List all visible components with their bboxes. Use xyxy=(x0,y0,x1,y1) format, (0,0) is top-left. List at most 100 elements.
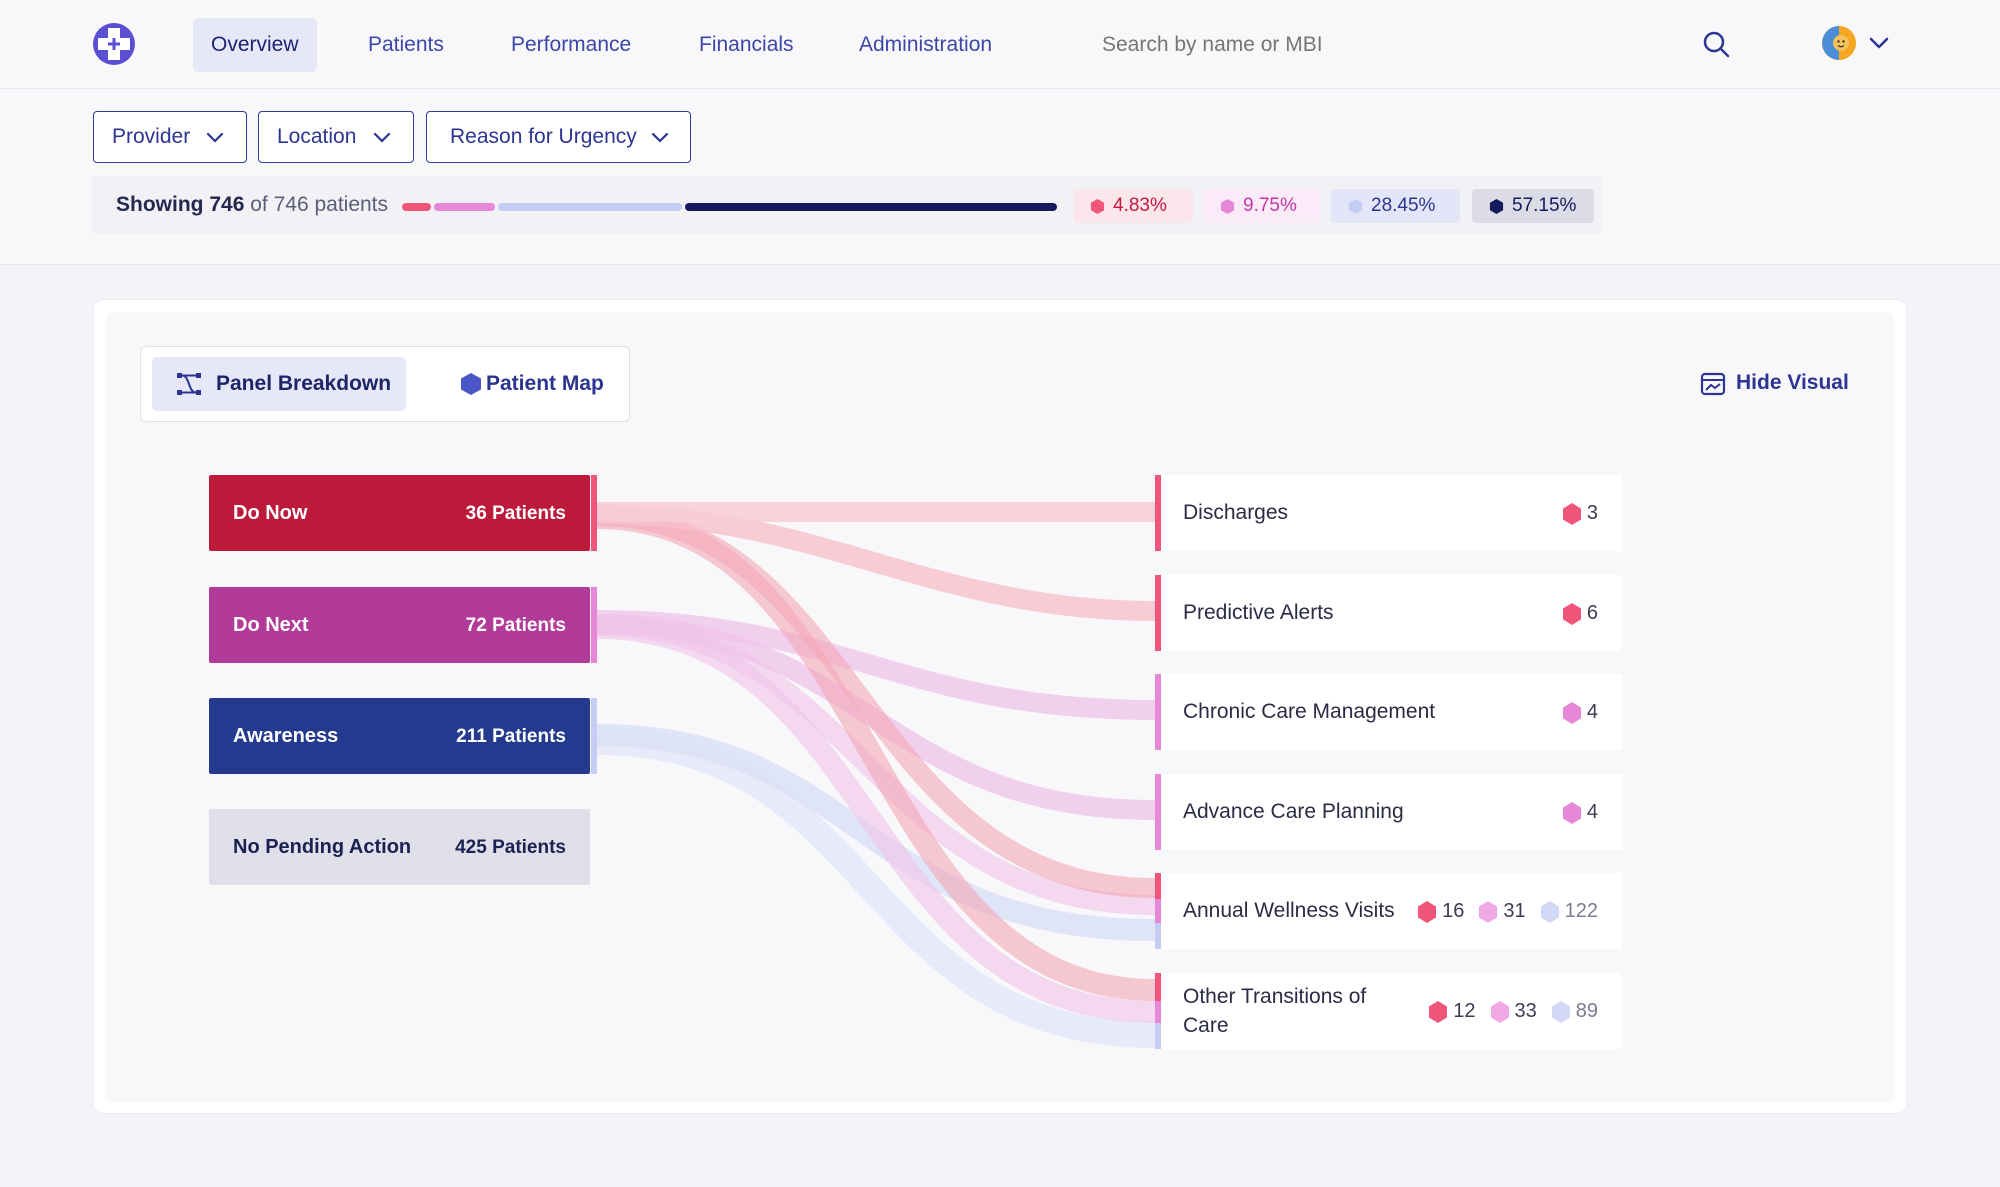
showing-total: of 746 patients xyxy=(250,193,389,216)
source-node-do-now[interactable]: Do Now 36 Patients xyxy=(209,475,590,551)
destination-label: Chronic Care Management xyxy=(1183,700,1436,723)
destination-node-discharges[interactable]: Discharges 3 xyxy=(1155,475,1622,551)
reason-filter-label: Reason for Urgency xyxy=(450,125,637,148)
destination-badges: 4 xyxy=(1548,698,1598,727)
legend-chip-do-now: 4.83% xyxy=(1073,189,1193,223)
distribution-segment-no-pending xyxy=(685,203,1057,211)
destination-badges: 16 31 122 xyxy=(1403,897,1598,926)
nav-tab-financials[interactable]: Financials xyxy=(699,33,794,56)
legend-chip-awareness-label: 28.45% xyxy=(1371,195,1436,216)
destination-node-annual-wellness-visits[interactable]: Annual Wellness Visits 16 31 122 xyxy=(1155,873,1622,949)
hexagon-icon xyxy=(1348,199,1363,214)
hexagon-icon xyxy=(1562,502,1581,525)
destination-node-advance-care-planning[interactable]: Advance Care Planning 4 xyxy=(1155,774,1622,850)
nav-tab-patients[interactable]: Patients xyxy=(368,33,444,56)
hexagon-icon xyxy=(1562,801,1581,824)
destination-stripe xyxy=(1155,475,1161,551)
destination-label: Discharges xyxy=(1183,501,1289,524)
hide-visual-label: Hide Visual xyxy=(1736,371,1849,394)
destination-stripe xyxy=(1155,1023,1161,1049)
hide-visual-button[interactable]: Hide Visual xyxy=(1700,366,1849,400)
hexagon-icon xyxy=(1220,199,1235,214)
source-node-count: 36 Patients xyxy=(465,503,566,524)
count-badge-value: 31 xyxy=(1503,900,1526,922)
filter-bar: Provider Location Reason for Urgency Sho… xyxy=(0,90,2000,265)
count-badge-value: 4 xyxy=(1586,701,1598,723)
source-node-do-next[interactable]: Do Next 72 Patients xyxy=(209,587,590,663)
destination-label: Advance Care Planning xyxy=(1183,800,1404,823)
destination-stripe xyxy=(1155,873,1161,899)
hexagon-icon xyxy=(461,373,481,395)
count-badge-value: 4 xyxy=(1586,801,1598,823)
image-frame-icon xyxy=(1700,372,1726,396)
destination-stripe xyxy=(1155,973,1161,1001)
avatar[interactable] xyxy=(1822,26,1856,60)
count-badge-value: 12 xyxy=(1453,1000,1476,1022)
showing-count: 746 xyxy=(209,193,245,216)
count-badge-value: 89 xyxy=(1575,1000,1598,1022)
count-badge-value: 3 xyxy=(1586,502,1598,524)
destination-label: Annual Wellness Visits xyxy=(1183,899,1395,922)
count-badge-value: 33 xyxy=(1514,1000,1537,1022)
source-node-no-pending-action[interactable]: No Pending Action 425 Patients xyxy=(209,809,590,885)
destination-badges: 12 33 89 xyxy=(1414,997,1598,1026)
nav-tab-administration[interactable]: Administration xyxy=(859,33,993,56)
destination-node-chronic-care-management[interactable]: Chronic Care Management 4 xyxy=(1155,674,1622,750)
destination-stripe xyxy=(1155,575,1161,651)
hexagon-icon xyxy=(1418,900,1437,923)
count-badge: 4 xyxy=(1562,801,1598,824)
legend-chip-do-next-label: 9.75% xyxy=(1243,195,1297,216)
count-badge-value: 16 xyxy=(1442,900,1465,922)
source-edge-do-next xyxy=(591,587,597,663)
source-edge-do-now xyxy=(591,475,597,551)
destination-stripe xyxy=(1155,774,1161,850)
source-node-label: Do Next xyxy=(233,614,309,636)
nav-tab-performance[interactable]: Performance xyxy=(511,33,632,56)
location-filter[interactable]: Location xyxy=(258,111,414,163)
search-input[interactable] xyxy=(1102,26,1402,64)
legend-chip-awareness: 28.45% xyxy=(1331,189,1460,223)
source-node-label: Do Now xyxy=(233,502,308,524)
panel-breakdown-tab[interactable]: Panel Breakdown xyxy=(152,357,406,411)
count-badge: 12 xyxy=(1428,1000,1476,1023)
chevron-down-icon xyxy=(373,132,391,143)
destination-node-predictive-alerts[interactable]: Predictive Alerts 6 xyxy=(1155,575,1622,651)
distribution-segment-do-next xyxy=(434,203,495,211)
source-node-awareness[interactable]: Awareness 211 Patients xyxy=(209,698,590,774)
nav-tab-overview[interactable]: Overview xyxy=(193,18,317,72)
provider-filter[interactable]: Provider xyxy=(93,111,247,163)
chevron-down-icon xyxy=(206,132,224,143)
hexagon-icon xyxy=(1090,199,1105,214)
hexagon-icon xyxy=(1562,701,1581,724)
chevron-down-icon[interactable] xyxy=(1866,30,1892,56)
source-node-count: 211 Patients xyxy=(456,726,566,747)
source-node-label: Awareness xyxy=(233,725,339,747)
destination-label: Other Transitions of Care xyxy=(1183,985,1367,1037)
count-badge: 33 xyxy=(1490,1000,1537,1023)
view-toggle: Panel Breakdown Patient Map xyxy=(140,346,630,422)
distribution-segment-awareness xyxy=(498,203,682,211)
destination-badges: 4 xyxy=(1548,798,1598,827)
count-badge: 122 xyxy=(1540,900,1598,923)
hexagon-icon xyxy=(1429,1000,1448,1023)
source-edge-awareness xyxy=(591,698,597,774)
count-badge: 89 xyxy=(1551,1000,1598,1023)
location-filter-label: Location xyxy=(277,125,357,148)
count-badge: 6 xyxy=(1562,602,1598,625)
source-node-count: 72 Patients xyxy=(465,615,566,636)
patient-map-tab[interactable]: Patient Map xyxy=(420,357,620,411)
count-badge: 3 xyxy=(1562,502,1598,525)
hexagon-icon xyxy=(1540,900,1559,923)
count-badge: 16 xyxy=(1417,900,1464,923)
destination-stripe xyxy=(1155,923,1161,949)
search-icon[interactable] xyxy=(1700,28,1734,62)
destination-node-other-transitions-of-care[interactable]: Other Transitions of Care 12 33 89 xyxy=(1155,973,1622,1049)
hexagon-icon xyxy=(1489,199,1504,214)
legend-chip-do-now-label: 4.83% xyxy=(1113,195,1167,216)
hexagon-icon xyxy=(1551,1000,1570,1023)
flow-diagram-icon xyxy=(177,373,201,395)
chevron-down-icon xyxy=(651,132,669,143)
logo-icon[interactable] xyxy=(92,22,136,66)
reason-for-urgency-filter[interactable]: Reason for Urgency xyxy=(426,111,691,163)
count-badge-value: 122 xyxy=(1564,900,1598,922)
